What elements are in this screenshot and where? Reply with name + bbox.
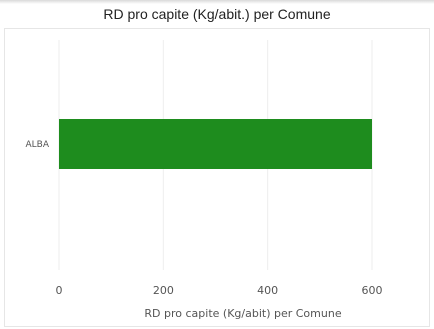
y-category-label: ALBA xyxy=(25,140,49,150)
chart-title: RD pro capite (Kg/abit.) per Comune xyxy=(103,6,331,22)
x-tick-label: 600 xyxy=(362,284,383,297)
label-layer: 0 200 400 600 ALBA RD pro capite (Kg/abit) pe… xyxy=(25,140,382,320)
x-tick-label: 0 xyxy=(56,284,63,297)
bar-alba xyxy=(59,119,372,169)
x-tick-label: 400 xyxy=(257,284,278,297)
chart-panel xyxy=(4,28,430,327)
x-tick-label: 200 xyxy=(153,284,174,297)
x-axis-title: RD pro capite (Kg/abit) per Comune xyxy=(144,307,341,320)
top-shadow xyxy=(0,0,434,4)
bar-layer xyxy=(59,119,372,169)
